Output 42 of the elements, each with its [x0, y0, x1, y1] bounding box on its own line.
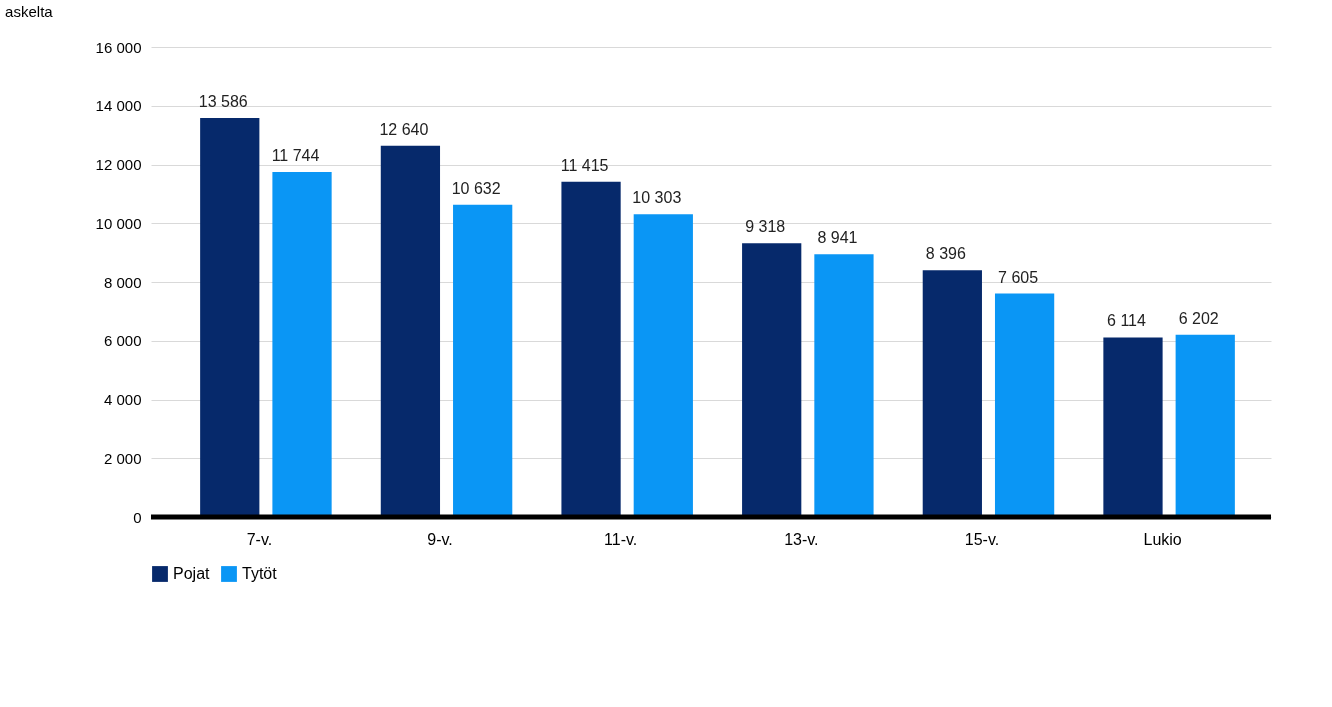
y-axis-title: askelta: [5, 3, 54, 20]
bar: [633, 214, 693, 517]
bar: [1175, 334, 1235, 517]
data-label: 7 605: [998, 268, 1039, 286]
bar: [742, 243, 802, 517]
y-tick-label: 2 000: [103, 449, 142, 467]
data-label: 9 318: [745, 218, 786, 236]
bar: [922, 270, 982, 517]
y-tick-label: 6 000: [103, 332, 142, 350]
data-label: 13 586: [198, 92, 248, 110]
bar: [994, 293, 1055, 517]
bar: [814, 254, 874, 517]
y-tick-label: 12 000: [95, 156, 142, 173]
bar: [453, 204, 513, 517]
data-label: 6 114: [1107, 312, 1147, 330]
x-tick-label: 15-v.: [964, 530, 1000, 548]
y-tick-label: 8 000: [103, 273, 142, 291]
data-label: 10 632: [451, 179, 501, 197]
data-label: 8 396: [925, 245, 966, 263]
x-tick-label: 7-v.: [246, 530, 273, 548]
data-label: 10 303: [632, 189, 682, 207]
x-tick-label: 9-v.: [427, 530, 453, 548]
y-tick-label: 10 000: [95, 214, 142, 232]
x-tick-label: 11-v.: [604, 530, 638, 548]
y-tick-label: 16 000: [95, 38, 142, 56]
legend-label: Tytöt: [242, 565, 278, 582]
y-tick-label: 4 000: [103, 391, 142, 408]
data-label: 11 415: [560, 156, 609, 174]
x-tick-label: Lukio: [1143, 530, 1182, 548]
data-label: 6 202: [1178, 309, 1219, 327]
bar: [272, 172, 332, 517]
bar: [561, 181, 621, 517]
bar: [200, 117, 260, 517]
bar: [1103, 337, 1163, 517]
data-label: 11 744: [271, 147, 320, 165]
legend-label: Pojat: [173, 565, 211, 582]
data-label: 8 941: [817, 229, 858, 247]
y-tick-label: 14 000: [95, 97, 142, 115]
y-tick-label: 0: [133, 508, 142, 526]
data-label: 12 640: [379, 120, 429, 138]
bar: [380, 145, 441, 517]
x-tick-label: 13-v.: [784, 530, 819, 548]
